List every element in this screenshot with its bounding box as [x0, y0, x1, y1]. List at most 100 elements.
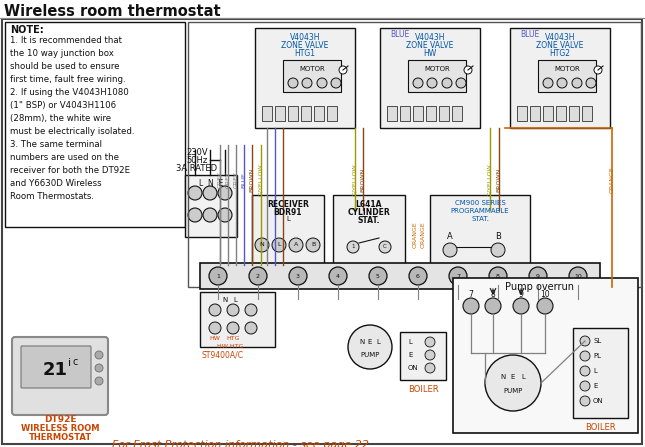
Bar: [283, 60, 341, 92]
Text: c: c: [72, 357, 77, 367]
Text: A: A: [447, 232, 453, 241]
Circle shape: [329, 267, 347, 285]
Circle shape: [203, 186, 217, 200]
Text: L: L: [286, 216, 290, 222]
Text: CM900 SERIES: CM900 SERIES: [455, 200, 506, 206]
Circle shape: [95, 351, 103, 359]
Text: BROWN: BROWN: [361, 168, 366, 192]
Text: ORANGE: ORANGE: [413, 222, 417, 249]
Bar: [327, 106, 337, 121]
Circle shape: [491, 243, 505, 257]
Bar: [569, 106, 579, 121]
Circle shape: [442, 78, 452, 88]
Text: For Frost Protection information - see page 22: For Frost Protection information - see p…: [112, 440, 368, 447]
Circle shape: [425, 350, 435, 360]
Text: L: L: [233, 297, 237, 303]
Circle shape: [95, 364, 103, 372]
Text: BROWN: BROWN: [250, 168, 255, 192]
Text: N: N: [359, 339, 364, 345]
Text: BLUE: BLUE: [241, 172, 246, 188]
Circle shape: [580, 396, 590, 406]
Text: numbers are used on the: numbers are used on the: [10, 153, 119, 162]
Text: BOILER: BOILER: [408, 385, 439, 394]
Text: 10: 10: [574, 274, 582, 278]
Text: E: E: [408, 352, 412, 358]
Text: MOTOR: MOTOR: [554, 66, 580, 72]
Text: 5: 5: [376, 274, 380, 278]
Text: 3: 3: [296, 274, 300, 278]
Bar: [188, 22, 641, 287]
Circle shape: [580, 336, 590, 346]
Text: ORANGE: ORANGE: [421, 222, 426, 249]
Bar: [5, 22, 185, 227]
Text: BDR91: BDR91: [273, 208, 303, 217]
Text: HTG: HTG: [226, 336, 240, 341]
Text: 8: 8: [491, 290, 495, 299]
Circle shape: [249, 267, 267, 285]
Text: SL: SL: [593, 338, 601, 344]
Bar: [200, 292, 275, 347]
Bar: [543, 106, 553, 121]
Text: ZONE VALVE: ZONE VALVE: [281, 41, 329, 50]
Circle shape: [317, 78, 327, 88]
Circle shape: [347, 241, 359, 253]
Text: HW: HW: [210, 336, 221, 341]
Text: Wireless room thermostat: Wireless room thermostat: [4, 4, 221, 19]
Text: MOTOR: MOTOR: [424, 66, 450, 72]
Text: 4: 4: [336, 274, 340, 278]
Text: BOILER: BOILER: [584, 423, 615, 432]
Text: 7: 7: [468, 290, 473, 299]
Circle shape: [218, 186, 232, 200]
Text: Pump overrun: Pump overrun: [505, 282, 574, 292]
Circle shape: [339, 66, 347, 74]
Text: ST9400A/C: ST9400A/C: [202, 350, 244, 359]
Circle shape: [227, 322, 239, 334]
Text: STAT.: STAT.: [471, 216, 489, 222]
Text: DT92E: DT92E: [44, 415, 76, 424]
Text: PUMP: PUMP: [503, 388, 522, 394]
Text: HTG1: HTG1: [295, 49, 315, 58]
Bar: [200, 263, 600, 289]
Circle shape: [289, 267, 307, 285]
Circle shape: [272, 238, 286, 252]
Circle shape: [443, 243, 457, 257]
Text: GREY: GREY: [217, 172, 223, 189]
Circle shape: [569, 267, 587, 285]
Bar: [400, 106, 410, 121]
Circle shape: [485, 298, 501, 314]
Circle shape: [485, 355, 541, 411]
Circle shape: [413, 78, 423, 88]
Bar: [252, 195, 324, 265]
Text: BLUE: BLUE: [390, 30, 409, 39]
Text: 230V: 230V: [186, 148, 208, 157]
Text: C: C: [383, 245, 387, 249]
Circle shape: [209, 304, 221, 316]
Circle shape: [331, 78, 341, 88]
Bar: [262, 106, 272, 121]
Text: 21: 21: [43, 361, 68, 379]
Text: 9: 9: [519, 290, 524, 299]
Bar: [453, 278, 638, 433]
Bar: [333, 195, 405, 265]
Text: 6: 6: [416, 274, 420, 278]
Text: L: L: [408, 339, 412, 345]
Circle shape: [537, 298, 553, 314]
Circle shape: [409, 267, 427, 285]
Circle shape: [594, 66, 602, 74]
Bar: [517, 106, 527, 121]
Text: 1: 1: [352, 245, 355, 249]
Text: B: B: [495, 232, 501, 241]
Bar: [510, 28, 610, 128]
Bar: [387, 106, 397, 121]
Circle shape: [95, 377, 103, 385]
Text: (28mm), the white wire: (28mm), the white wire: [10, 114, 111, 123]
Text: MOTOR: MOTOR: [299, 66, 325, 72]
Bar: [301, 106, 311, 121]
Circle shape: [586, 78, 596, 88]
Circle shape: [209, 322, 221, 334]
Text: L641A: L641A: [356, 200, 382, 209]
Bar: [573, 328, 628, 418]
Text: PL: PL: [593, 353, 601, 359]
Text: i: i: [68, 358, 72, 368]
Bar: [582, 106, 592, 121]
